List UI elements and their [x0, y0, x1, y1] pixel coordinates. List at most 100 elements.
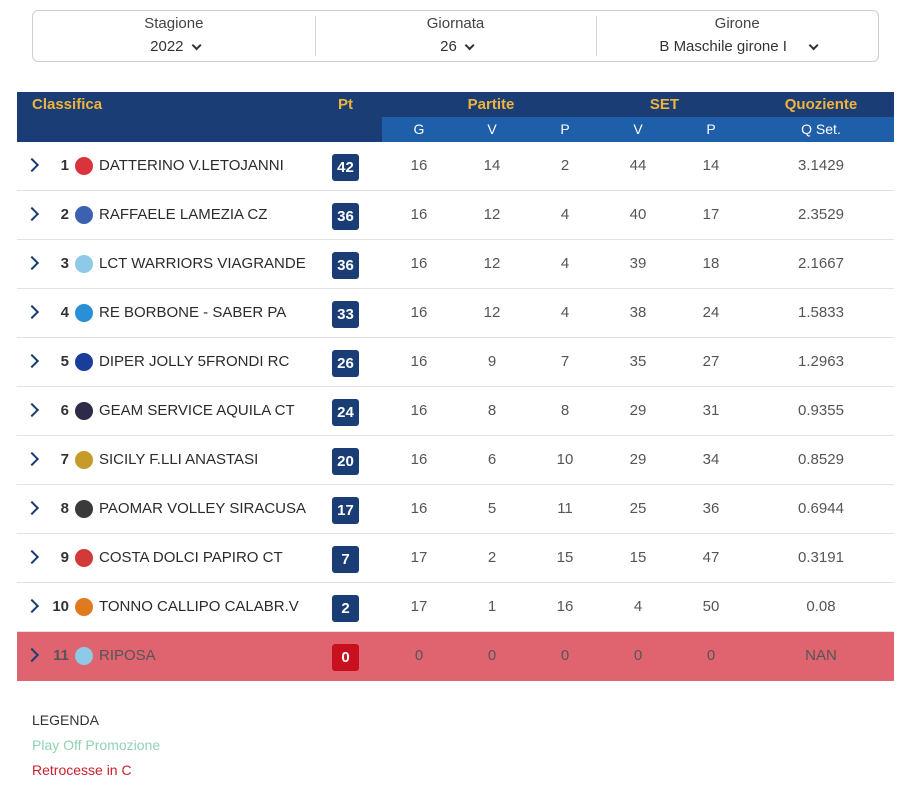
wins-cell: 5 [487, 500, 497, 517]
team-logo-icon [75, 157, 93, 175]
team-name[interactable]: LCT WARRIORS VIAGRANDE [99, 255, 306, 272]
games-cell: 16 [410, 353, 428, 370]
points-badge: 26 [332, 350, 359, 377]
sets-won-cell: 40 [629, 206, 647, 223]
team-logo-icon [75, 451, 93, 469]
points-badge: 7 [332, 546, 359, 573]
points-badge: 36 [332, 203, 359, 230]
team-name[interactable]: SICILY F.LLI ANASTASI [99, 451, 259, 468]
team-name[interactable]: GEAM SERVICE AQUILA CT [99, 402, 295, 419]
sets-lost-cell: 50 [702, 598, 720, 615]
games-cell: 16 [410, 255, 428, 272]
legend: LEGENDA Play Off Promozione Retrocesse i… [32, 708, 160, 783]
season-select[interactable]: 2022 [150, 38, 202, 56]
sets-lost-cell: 14 [702, 157, 720, 174]
chevron-right-icon[interactable] [25, 191, 39, 239]
team-name[interactable]: RAFFAELE LAMEZIA CZ [99, 206, 268, 223]
chevron-right-icon[interactable] [25, 583, 39, 631]
header-classifica: Classifica [32, 96, 103, 113]
chevron-right-icon[interactable] [25, 485, 39, 533]
position-cell: 1 [60, 157, 69, 174]
quotient-cell: 0.08 [806, 598, 836, 615]
header-set: SET [649, 96, 680, 113]
losses-cell: 0 [560, 647, 570, 664]
chevron-right-icon[interactable] [25, 240, 39, 288]
quotient-cell: 1.5833 [798, 304, 844, 321]
games-cell: 17 [410, 598, 428, 615]
quotient-cell: 1.2963 [798, 353, 844, 370]
chevron-right-icon[interactable] [25, 387, 39, 435]
chevron-right-icon[interactable] [25, 632, 39, 680]
group-label: Girone [714, 15, 760, 32]
chevron-right-icon[interactable] [25, 338, 39, 386]
chevron-down-icon [808, 39, 819, 50]
table-row[interactable]: 11 RIPOSA 0 0 0 0 0 0 NAN [17, 632, 894, 681]
team-logo-icon [75, 255, 93, 273]
position-cell: 7 [60, 451, 69, 468]
table-row[interactable]: 7 SICILY F.LLI ANASTASI 20 16 6 10 29 34 0.8529 [17, 436, 894, 485]
chevron-right-icon[interactable] [25, 142, 39, 190]
position-cell: 2 [60, 206, 69, 223]
table-row[interactable]: 3 LCT WARRIORS VIAGRANDE 36 16 12 4 39 18 2.1667 [17, 240, 894, 289]
sets-lost-cell: 47 [702, 549, 720, 566]
sets-lost-cell: 24 [702, 304, 720, 321]
team-name[interactable]: TONNO CALLIPO CALABR.V [99, 598, 299, 615]
chevron-down-icon [191, 39, 202, 50]
table-row[interactable]: 4 RE BORBONE - SABER PA 33 16 12 4 38 24 1.5833 [17, 289, 894, 338]
points-badge: 17 [332, 497, 359, 524]
sets-won-cell: 44 [629, 157, 647, 174]
round-filter[interactable]: Giornata 26 [314, 11, 597, 61]
team-name[interactable]: COSTA DOLCI PAPIRO CT [99, 549, 283, 566]
table-row[interactable]: 5 DIPER JOLLY 5FRONDI RC 26 16 9 7 35 27 1.2963 [17, 338, 894, 387]
position-cell: 4 [60, 304, 69, 321]
sets-lost-cell: 18 [702, 255, 720, 272]
team-name[interactable]: RIPOSA [99, 647, 156, 664]
team-name[interactable]: RE BORBONE - SABER PA [99, 304, 287, 321]
header-v: V [487, 121, 497, 137]
round-label: Giornata [426, 15, 485, 32]
legend-promotion: Play Off Promozione [32, 737, 161, 753]
group-filter[interactable]: Girone B Maschile girone I [596, 11, 878, 61]
chevron-down-icon [464, 39, 475, 50]
quotient-cell: 3.1429 [798, 157, 844, 174]
points-badge: 36 [332, 252, 359, 279]
losses-cell: 7 [560, 353, 570, 370]
points-badge: 33 [332, 301, 359, 328]
round-select[interactable]: 26 [440, 38, 475, 56]
losses-cell: 4 [560, 206, 570, 223]
losses-cell: 8 [560, 402, 570, 419]
sets-won-cell: 35 [629, 353, 647, 370]
table-row[interactable]: 2 RAFFAELE LAMEZIA CZ 36 16 12 4 40 17 2.3529 [17, 191, 894, 240]
legend-title: LEGENDA [32, 712, 99, 728]
losses-cell: 4 [560, 255, 570, 272]
team-name[interactable]: PAOMAR VOLLEY SIRACUSA [99, 500, 307, 517]
chevron-right-icon[interactable] [25, 436, 39, 484]
group-value: B Maschile girone I [659, 38, 787, 55]
table-row[interactable]: 10 TONNO CALLIPO CALABR.V 2 17 1 16 4 50 0.08 [17, 583, 894, 632]
season-value: 2022 [150, 38, 184, 55]
season-filter[interactable]: Stagione 2022 [33, 11, 315, 61]
team-logo-icon [75, 500, 93, 518]
position-cell: 8 [60, 500, 69, 517]
points-badge: 24 [332, 399, 359, 426]
team-name[interactable]: DATTERINO V.LETOJANNI [99, 157, 284, 174]
table-row[interactable]: 1 DATTERINO V.LETOJANNI 42 16 14 2 44 14 3.1429 [17, 142, 894, 191]
team-name[interactable]: DIPER JOLLY 5FRONDI RC [99, 353, 290, 370]
sets-lost-cell: 0 [706, 647, 716, 664]
wins-cell: 6 [487, 451, 497, 468]
chevron-right-icon[interactable] [25, 534, 39, 582]
table-row[interactable]: 6 GEAM SERVICE AQUILA CT 24 16 8 8 29 31 0.9355 [17, 387, 894, 436]
sets-won-cell: 29 [629, 402, 647, 419]
table-row[interactable]: 9 COSTA DOLCI PAPIRO CT 7 17 2 15 15 47 0.3191 [17, 534, 894, 583]
position-cell: 6 [60, 402, 69, 419]
chevron-right-icon[interactable] [25, 289, 39, 337]
table-row[interactable]: 8 PAOMAR VOLLEY SIRACUSA 17 16 5 11 25 36 0.6944 [17, 485, 894, 534]
position-cell: 11 [53, 647, 69, 664]
sets-won-cell: 39 [629, 255, 647, 272]
losses-cell: 2 [560, 157, 570, 174]
games-cell: 16 [410, 500, 428, 517]
header-p: P [560, 121, 570, 137]
group-select[interactable]: B Maschile girone I [659, 38, 819, 56]
sets-won-cell: 15 [629, 549, 647, 566]
points-badge: 0 [332, 644, 359, 671]
